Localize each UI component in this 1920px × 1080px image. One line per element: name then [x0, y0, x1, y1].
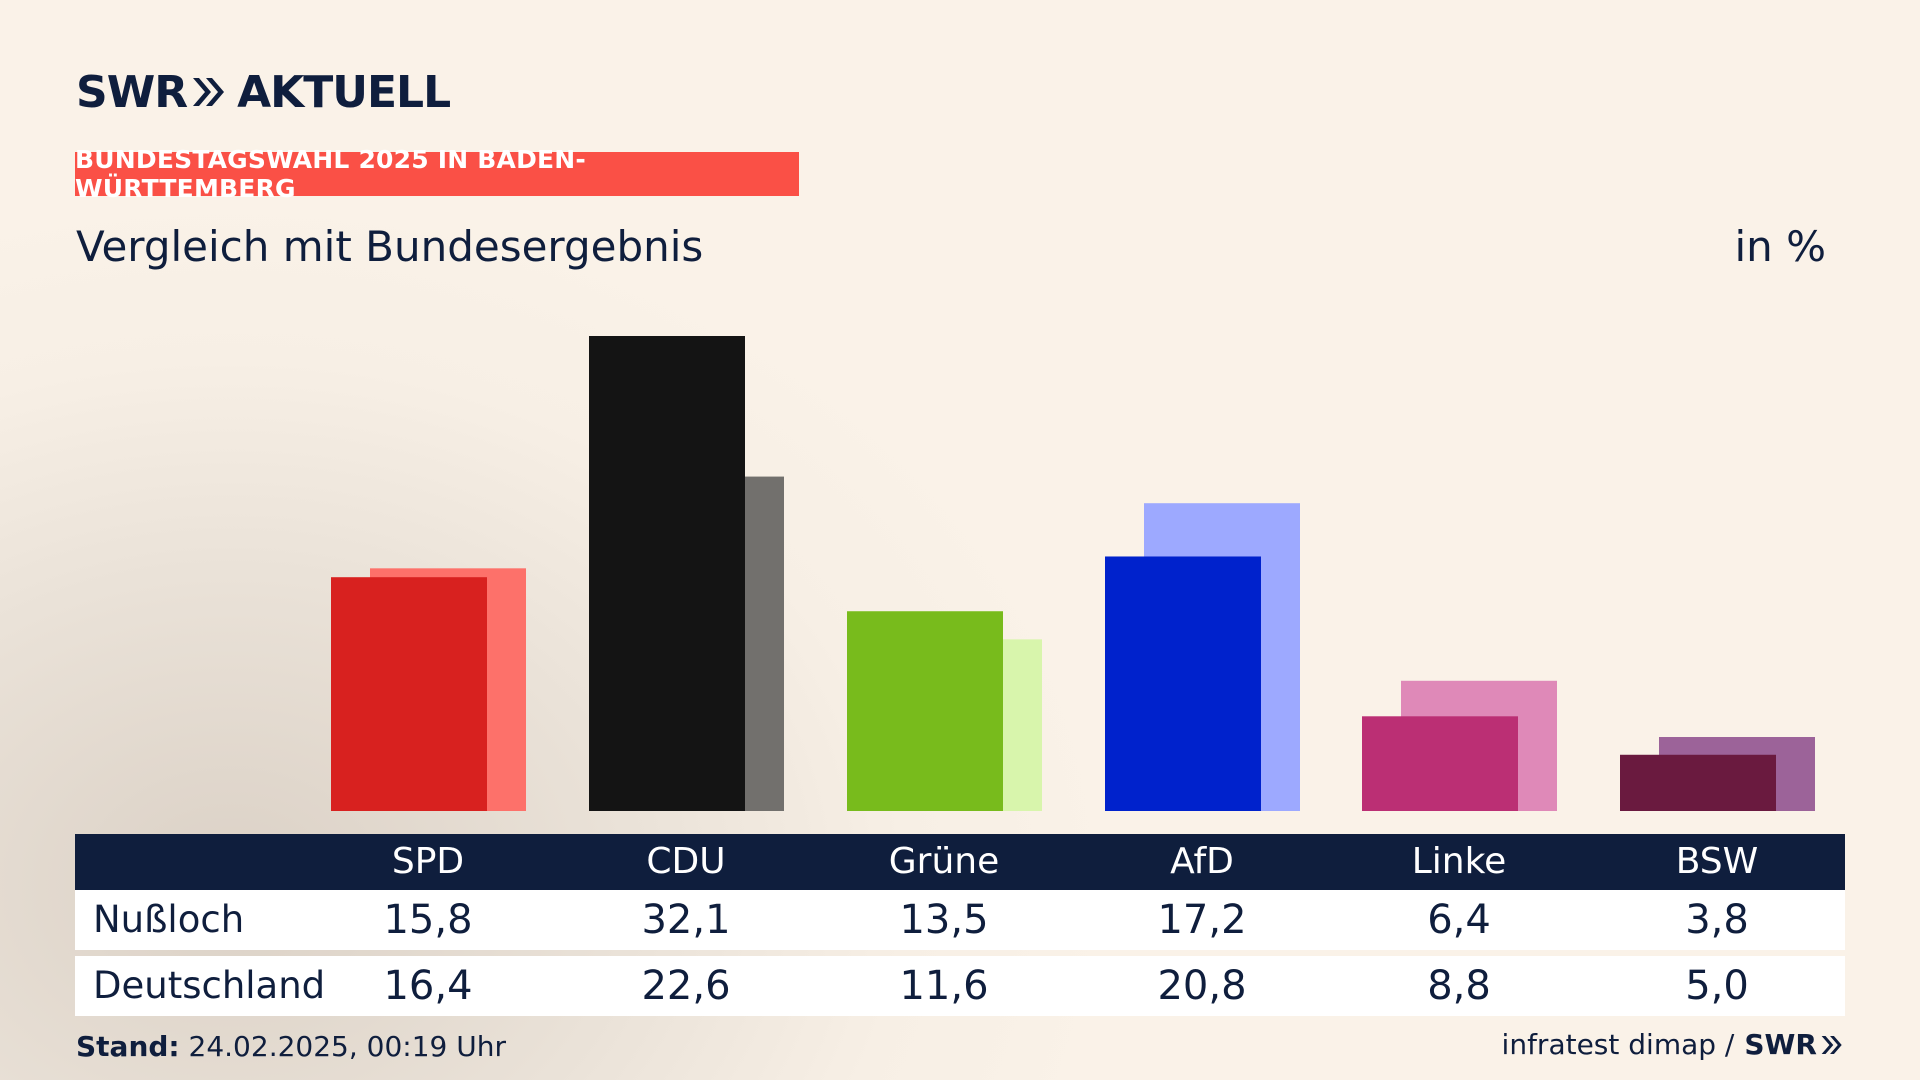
bar-nussloch-spd [331, 577, 487, 811]
source-text: infratest dimap / [1501, 1028, 1735, 1061]
bar-nussloch-afd [1105, 556, 1261, 811]
column-header-bsw: BSW [1675, 841, 1759, 882]
value-cell-bsw: 3,8 [1685, 897, 1749, 943]
source-brand: SWR [1744, 1028, 1817, 1061]
stand-value: 24.02.2025, 00:19 Uhr [188, 1030, 506, 1063]
swr-aktuell-logo: SWR AKTUELL [76, 66, 451, 118]
bar-nussloch-linke [1362, 716, 1518, 811]
value-cell-cdu: 32,1 [641, 897, 731, 943]
double-chevron-icon [1821, 1035, 1842, 1054]
results-table: SPD CDU Grüne AfD Linke BSW Nußloch 15,8 32,1 1… [75, 834, 1845, 1016]
value-cell-bsw: 5,0 [1685, 963, 1749, 1009]
value-cell-cdu: 22,6 [641, 963, 731, 1009]
value-cell-linke: 6,4 [1427, 897, 1491, 943]
bar-nussloch-cdu [589, 336, 745, 811]
row-label: Deutschland [93, 964, 326, 1007]
value-cell-spd: 15,8 [383, 897, 473, 943]
value-cell-spd: 16,4 [383, 963, 473, 1009]
column-header-spd: SPD [391, 841, 465, 882]
value-cell-linke: 8,8 [1427, 963, 1491, 1009]
value-cell-grne: 13,5 [899, 897, 989, 943]
column-header-linke: Linke [1411, 841, 1507, 882]
chart-title: Vergleich mit Bundesergebnis [76, 222, 704, 271]
table-row-nussloch: Nußloch 15,8 32,1 13,5 17,2 6,4 3,8 [75, 890, 1845, 950]
value-cell-grne: 11,6 [899, 963, 989, 1009]
double-chevron-icon [193, 78, 225, 106]
table-header-row: SPD CDU Grüne AfD Linke BSW [75, 834, 1845, 890]
bar-chart [331, 336, 1815, 811]
column-header-cdu: CDU [646, 841, 726, 882]
bar-nussloch-grne [847, 611, 1003, 811]
column-header-afd: AfD [1170, 841, 1234, 882]
column-header-grne: Grüne [888, 841, 1000, 882]
value-cell-afd: 17,2 [1157, 897, 1247, 943]
timestamp: Stand: 24.02.2025, 00:19 Uhr [76, 1030, 506, 1063]
row-label: Nußloch [93, 898, 245, 941]
source-credit: infratest dimap / SWR [1502, 1028, 1844, 1061]
logo-brand: SWR [76, 66, 188, 118]
bar-nussloch-bsw [1620, 754, 1776, 811]
logo-product: AKTUELL [237, 66, 451, 118]
table-row-deutschland: Deutschland 16,4 22,6 11,6 20,8 8,8 5,0 [75, 956, 1845, 1016]
stand-label: Stand: [76, 1030, 180, 1063]
value-cell-afd: 20,8 [1157, 963, 1247, 1009]
unit-label: in % [1734, 222, 1826, 271]
